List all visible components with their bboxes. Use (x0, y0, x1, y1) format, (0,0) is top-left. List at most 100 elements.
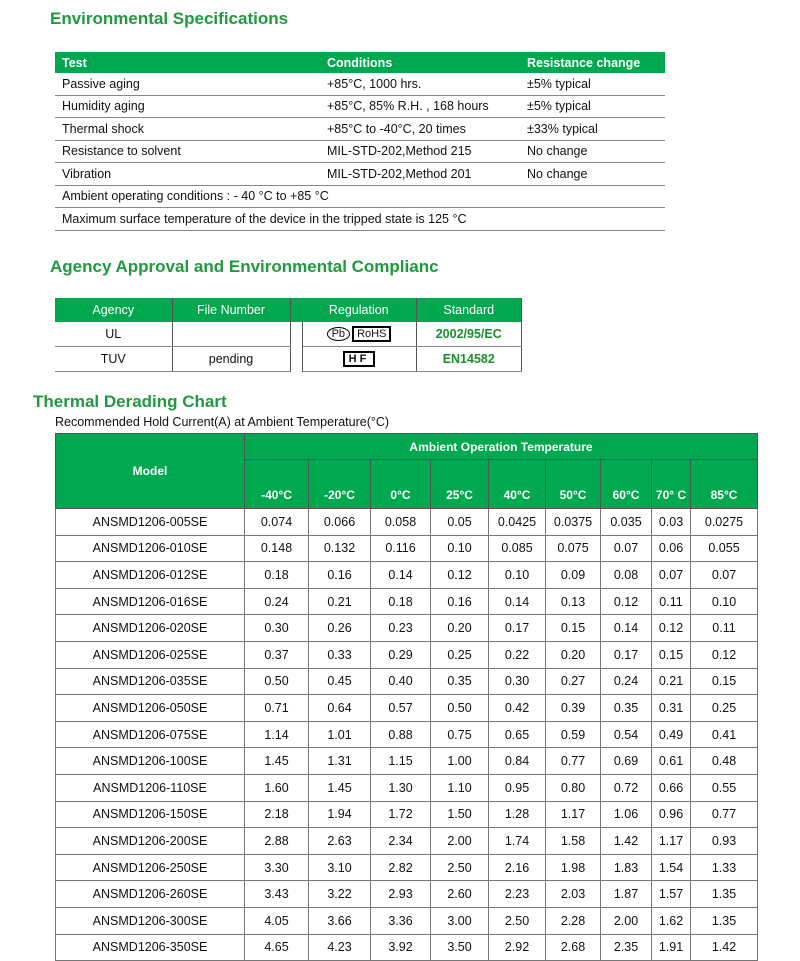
value-cell: 0.75 (430, 720, 489, 749)
value-cell: 0.57 (370, 694, 431, 722)
file-number-cell (172, 322, 291, 347)
value-cell: 0.33 (308, 640, 371, 669)
table-row: ANSMD1206-075SE 1.14 1.01 0.88 0.75 0.65 0.59 0… (55, 720, 758, 749)
value-cell: 0.35 (430, 667, 489, 696)
value-cell: 0.31 (651, 694, 691, 722)
standard-cell: EN14582 (416, 346, 522, 372)
value-cell: 0.12 (690, 640, 758, 669)
value-cell: 0.085 (488, 534, 546, 563)
table-cell: +85°C to -40°C, 20 times (320, 117, 520, 141)
table-row: UL Pb RoHS 2002/95/EC (55, 322, 522, 347)
thermal-title: Thermal Derading Chart (33, 392, 227, 411)
value-cell: 0.50 (244, 667, 309, 696)
value-cell: 0.21 (651, 667, 691, 696)
table-cell: Passive aging (55, 73, 320, 96)
value-cell: 1.72 (370, 800, 431, 829)
value-cell: 2.00 (430, 827, 489, 855)
value-cell: 0.84 (488, 747, 546, 775)
value-cell: 0.14 (600, 614, 652, 642)
value-cell: 0.074 (244, 508, 309, 536)
model-cell: ANSMD1206-050SE (55, 694, 245, 722)
table-row: ANSMD1206-350SE 4.65 4.23 3.92 3.50 2.92 2.68 2… (55, 933, 758, 961)
model-cell: ANSMD1206-010SE (55, 534, 245, 563)
value-cell: 0.42 (488, 694, 546, 722)
value-cell: 2.92 (488, 933, 546, 961)
value-cell: 1.87 (600, 880, 652, 908)
table-cell: No change (520, 140, 665, 163)
table-cell: Vibration (55, 162, 320, 186)
value-cell: 0.148 (244, 534, 309, 563)
value-cell: 1.42 (600, 827, 652, 855)
value-cell: 0.22 (488, 640, 546, 669)
value-cell: 0.25 (690, 694, 758, 722)
value-cell: 0.17 (488, 614, 546, 642)
value-cell: 0.0275 (690, 508, 758, 536)
value-cell: 1.91 (651, 933, 691, 961)
model-cell: ANSMD1206-150SE (55, 800, 245, 829)
value-cell: 3.36 (370, 906, 431, 935)
value-cell: 2.16 (488, 853, 546, 882)
value-cell: 0.25 (430, 640, 489, 669)
value-cell: 1.45 (244, 747, 309, 775)
value-cell: 3.00 (430, 906, 489, 935)
value-cell: 1.31 (308, 747, 371, 775)
value-cell: 0.075 (545, 534, 601, 563)
value-cell: 0.80 (545, 773, 601, 802)
regulation-cell: Pb RoHS (302, 322, 417, 347)
table-cell: +85°C, 85% R.H. , 168 hours (320, 95, 520, 118)
value-cell: 0.03 (651, 508, 691, 536)
value-cell: 0.55 (690, 773, 758, 802)
value-cell: 3.50 (430, 933, 489, 961)
file-number-cell: pending (172, 346, 291, 372)
value-cell: 0.0375 (545, 508, 601, 536)
value-cell: 2.60 (430, 880, 489, 908)
value-cell: 0.07 (600, 534, 652, 563)
value-cell: 1.98 (545, 853, 601, 882)
table-cell: ±5% typical (520, 95, 665, 118)
model-cell: ANSMD1206-025SE (55, 640, 245, 669)
note-row: Maximum surface temperature of the devic… (55, 207, 665, 231)
value-cell: 3.43 (244, 880, 309, 908)
value-cell: 2.63 (308, 827, 371, 855)
value-cell: 0.77 (690, 800, 758, 829)
value-cell: 2.35 (600, 933, 652, 961)
value-cell: 0.50 (430, 694, 489, 722)
value-cell: 0.30 (488, 667, 546, 696)
value-cell: 0.18 (370, 587, 431, 616)
temperature-header: -20°C (308, 459, 371, 509)
model-cell: ANSMD1206-350SE (55, 933, 245, 961)
model-cell: ANSMD1206-075SE (55, 720, 245, 749)
model-cell: ANSMD1206-035SE (55, 667, 245, 696)
value-cell: 0.48 (690, 747, 758, 775)
value-cell: 1.00 (430, 747, 489, 775)
value-cell: 0.10 (690, 587, 758, 616)
value-cell: 2.23 (488, 880, 546, 908)
agency-title: Agency Approval and Environmental Compli… (50, 257, 439, 276)
agency-table: Agency File Number Regulation Standard UL Pb R… (55, 298, 522, 372)
temperature-header: 85°C (690, 459, 758, 509)
table-cell: +85°C, 1000 hrs. (320, 73, 520, 96)
value-cell: 1.35 (690, 906, 758, 935)
value-cell: 0.035 (600, 508, 652, 536)
value-cell: 0.14 (488, 587, 546, 616)
value-cell: 4.05 (244, 906, 309, 935)
table-row: Passive aging +85°C, 1000 hrs. ±5% typical (55, 73, 665, 96)
value-cell: 0.54 (600, 720, 652, 749)
value-cell: 1.14 (244, 720, 309, 749)
value-cell: 3.92 (370, 933, 431, 961)
model-cell: ANSMD1206-012SE (55, 561, 245, 589)
value-cell: 0.055 (690, 534, 758, 563)
value-cell: 0.13 (545, 587, 601, 616)
value-cell: 0.77 (545, 747, 601, 775)
value-cell: 1.17 (545, 800, 601, 829)
value-cell: 0.16 (308, 561, 371, 589)
value-cell: 1.28 (488, 800, 546, 829)
value-cell: 0.10 (430, 534, 489, 563)
table-cell: No change (520, 162, 665, 186)
value-cell: 0.30 (244, 614, 309, 642)
table-row: Humidity aging +85°C, 85% R.H. , 168 hour… (55, 95, 665, 118)
value-cell: 0.12 (651, 614, 691, 642)
table-row: Vibration MIL-STD-202,Method 201 No change (55, 162, 665, 186)
value-cell: 0.66 (651, 773, 691, 802)
rohs-logo: Pb RoHS (326, 326, 392, 342)
